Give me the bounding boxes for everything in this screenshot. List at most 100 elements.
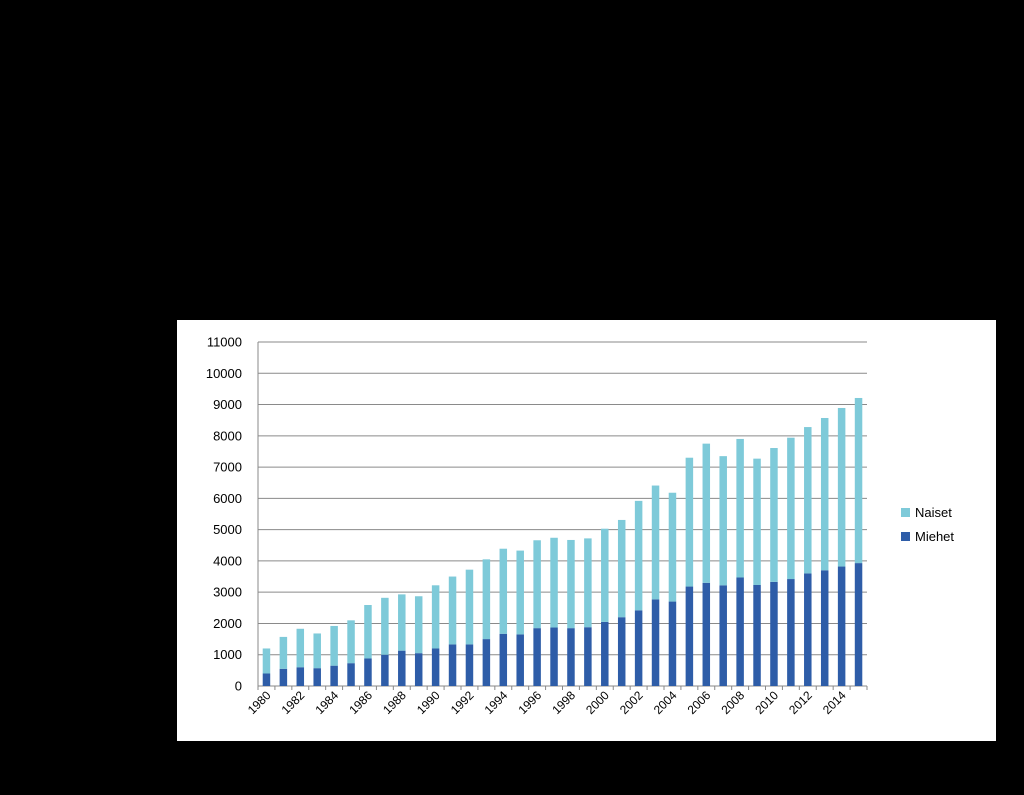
bar-naiset-1993 xyxy=(482,559,491,640)
x-axis: 1980 1982 1984 1986 1988 1990 1992 1994 1996 1998… xyxy=(245,686,868,717)
bar-miehet-2007 xyxy=(719,585,727,686)
bar-naiset-1981 xyxy=(279,636,288,669)
bar-naiset-1995 xyxy=(516,550,524,635)
x-tick-label: 2008 xyxy=(718,688,747,717)
bar-miehet-1990 xyxy=(431,648,440,686)
bar-miehet-1980 xyxy=(262,673,271,686)
bar-miehet-2010 xyxy=(770,581,778,686)
x-tick-label: 1988 xyxy=(380,688,409,717)
bar-naiset-2004 xyxy=(668,492,677,602)
bar-miehet-1989 xyxy=(414,653,423,686)
x-tick-label: 1986 xyxy=(346,688,375,717)
bar-naiset-1996 xyxy=(533,540,541,629)
bar-miehet-1994 xyxy=(499,633,508,686)
bar-miehet-1982 xyxy=(296,667,305,686)
bar-miehet-2005 xyxy=(685,586,694,686)
bars xyxy=(262,397,863,686)
bar-naiset-1986 xyxy=(364,605,372,659)
bar-miehet-2000 xyxy=(601,621,609,686)
bar-miehet-1992 xyxy=(465,644,474,686)
y-tick-label: 0 xyxy=(235,679,242,694)
bar-naiset-1983 xyxy=(313,633,321,669)
bar-miehet-1998 xyxy=(567,628,575,686)
legend-swatch-naiset xyxy=(901,508,910,517)
legend: Naiset Miehet xyxy=(901,505,954,544)
bar-naiset-2012 xyxy=(804,427,812,574)
bar-naiset-2008 xyxy=(736,438,744,578)
x-tick-label: 2000 xyxy=(583,688,612,717)
bar-miehet-1996 xyxy=(533,628,541,686)
bar-miehet-2012 xyxy=(804,573,812,686)
bar-naiset-1991 xyxy=(448,576,457,645)
bar-naiset-2002 xyxy=(634,500,643,611)
bar-miehet-2013 xyxy=(820,570,829,686)
y-tick-label: 6000 xyxy=(213,491,242,506)
x-tick-label: 1992 xyxy=(448,688,477,717)
bar-miehet-2002 xyxy=(634,610,643,686)
y-tick-label: 11000 xyxy=(207,335,242,350)
bar-naiset-2000 xyxy=(601,528,609,622)
x-tick-label: 1990 xyxy=(414,688,443,717)
x-tick-label: 2004 xyxy=(651,688,680,717)
bar-miehet-2006 xyxy=(702,582,711,686)
bar-naiset-2011 xyxy=(787,437,795,580)
y-tick-label: 7000 xyxy=(213,460,242,475)
x-tick-label: 2012 xyxy=(786,688,815,717)
bar-miehet-2004 xyxy=(668,601,677,686)
y-tick-label: 5000 xyxy=(213,522,242,537)
bar-naiset-1990 xyxy=(431,585,440,649)
bar-naiset-1997 xyxy=(550,537,558,628)
x-tick-label: 2014 xyxy=(820,688,849,717)
legend-label-naiset: Naiset xyxy=(915,505,952,520)
bar-naiset-1984 xyxy=(330,625,338,666)
bar-miehet-1985 xyxy=(347,663,355,686)
bar-naiset-2001 xyxy=(617,519,626,618)
bar-miehet-1999 xyxy=(584,627,592,686)
bar-miehet-2014 xyxy=(837,566,846,686)
x-tick-label: 1980 xyxy=(245,688,274,717)
x-tick-label: 1984 xyxy=(312,688,341,717)
bar-naiset-2015 xyxy=(854,397,863,564)
bar-naiset-2003 xyxy=(651,485,660,600)
bar-naiset-1988 xyxy=(398,594,406,651)
bar-naiset-1985 xyxy=(347,620,355,664)
bar-miehet-1997 xyxy=(550,627,558,686)
y-axis: 0 1000 2000 3000 4000 5000 6000 7000 8000 9000 100… xyxy=(206,335,259,694)
bar-miehet-1983 xyxy=(313,668,321,686)
bar-naiset-1992 xyxy=(465,569,474,645)
bar-naiset-2006 xyxy=(702,443,711,583)
x-tick-label: 1996 xyxy=(515,688,544,717)
bar-miehet-1986 xyxy=(364,658,372,686)
y-tick-label: 9000 xyxy=(213,397,242,412)
bar-miehet-2008 xyxy=(736,577,744,686)
y-tick-label: 10000 xyxy=(206,366,242,381)
x-tick-label: 1982 xyxy=(279,688,308,717)
x-tick-label: 1998 xyxy=(549,688,578,717)
bar-naiset-1980 xyxy=(262,648,271,674)
y-tick-label: 3000 xyxy=(213,585,242,600)
bar-miehet-2001 xyxy=(617,617,626,686)
bar-naiset-1994 xyxy=(499,548,508,634)
chart-panel: 0 1000 2000 3000 4000 5000 6000 7000 8000 9000 100… xyxy=(177,320,996,741)
bar-naiset-2010 xyxy=(770,448,778,582)
stacked-bar-chart: 0 1000 2000 3000 4000 5000 6000 7000 8000 9000 100… xyxy=(206,335,955,718)
bar-miehet-1984 xyxy=(330,665,338,686)
bar-naiset-2005 xyxy=(685,457,694,587)
bar-miehet-2011 xyxy=(787,579,795,686)
bar-miehet-1981 xyxy=(279,668,288,686)
gridlines xyxy=(258,341,867,687)
x-tick-label: 1994 xyxy=(482,688,511,717)
bar-naiset-1999 xyxy=(584,538,592,628)
bar-naiset-1989 xyxy=(414,596,423,654)
bar-miehet-2009 xyxy=(753,584,761,686)
bar-miehet-1987 xyxy=(381,654,389,686)
x-tick-label: 2006 xyxy=(685,688,714,717)
bar-miehet-1988 xyxy=(398,650,406,686)
y-tick-label: 4000 xyxy=(213,553,242,568)
y-tick-label: 1000 xyxy=(213,647,242,662)
bar-miehet-1993 xyxy=(482,639,491,686)
bar-miehet-2003 xyxy=(651,599,660,686)
bar-naiset-2007 xyxy=(719,456,727,586)
bar-naiset-1998 xyxy=(567,539,575,629)
bar-naiset-1987 xyxy=(381,597,389,655)
